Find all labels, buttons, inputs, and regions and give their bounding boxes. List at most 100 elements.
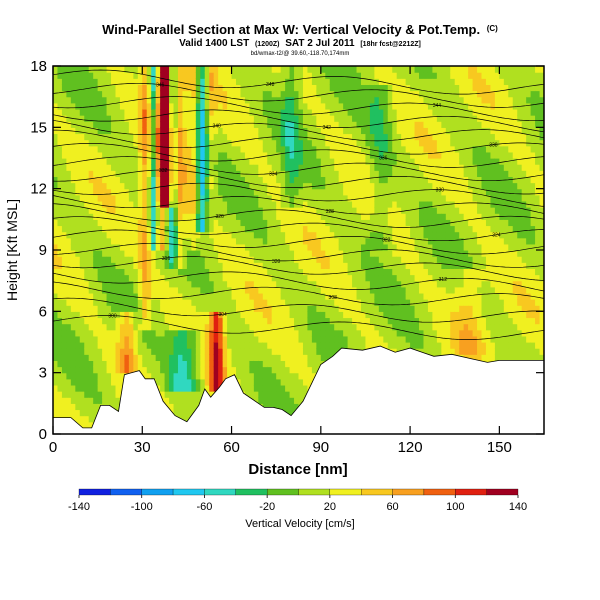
velocity-cell [66,72,72,79]
velocity-cell [106,176,112,184]
velocity-cell [347,72,353,79]
velocity-cell [387,127,393,135]
velocity-cell [356,286,362,294]
velocity-cell [93,108,99,116]
velocity-cell [325,151,331,159]
velocity-cell [360,188,367,196]
velocity-cell [57,158,63,165]
velocity-cell [142,323,148,331]
velocity-cell [160,78,166,85]
velocity-cell [383,231,389,239]
velocity-cell [102,384,108,392]
velocity-cell [271,366,277,374]
velocity-cell [142,182,148,190]
velocity-cell [102,311,108,319]
velocity-cell [128,182,134,190]
velocity-cell [289,360,295,368]
velocity-cell [133,158,139,165]
velocity-cell [253,372,259,380]
velocity-cell [302,299,309,306]
velocity-cell [61,133,67,141]
velocity-cell [204,335,210,343]
velocity-cell [347,231,353,239]
velocity-cell [387,335,393,343]
velocity-cell [142,329,148,337]
velocity-cell [325,286,331,294]
velocity-cell [365,299,371,306]
velocity-cell [169,372,175,380]
velocity-cell [209,268,215,276]
velocity-cell [195,219,201,227]
velocity-cell [378,256,384,263]
velocity-cell [360,66,367,73]
velocity-cell [267,391,273,398]
velocity-cell [209,102,215,110]
velocity-cell [267,213,273,220]
velocity-cell [369,121,375,128]
velocity-cell [249,378,255,386]
velocity-cell [414,102,420,110]
velocity-cell [369,256,375,263]
velocity-cell [414,317,420,325]
velocity-cell [155,139,161,147]
velocity-cell [133,268,139,276]
velocity-cell [195,274,201,282]
velocity-cell [231,342,237,349]
velocity-cell [383,164,389,171]
velocity-cell [115,182,121,190]
velocity-cell [365,133,371,141]
velocity-cell [173,323,179,331]
velocity-cell [151,78,157,85]
velocity-cell [142,96,148,104]
velocity-cell [160,243,166,251]
velocity-cell [236,274,242,282]
velocity-cell [244,176,250,184]
velocity-cell [106,170,112,177]
velocity-cell [289,397,295,404]
velocity-cell [106,225,112,233]
velocity-cell [356,164,362,171]
velocity-cell [410,151,416,159]
velocity-cell [177,133,184,141]
velocity-cell [61,286,67,294]
velocity-cell [383,243,389,251]
velocity-cell [249,207,255,214]
velocity-cell [218,292,224,300]
velocity-cell [218,72,224,79]
velocity-cell [369,329,375,337]
velocity-cell [61,66,67,73]
velocity-cell [57,391,63,398]
velocity-cell [182,225,188,233]
velocity-cell [329,317,335,325]
velocity-cell [410,243,416,251]
velocity-cell [244,182,250,190]
velocity-cell [97,170,103,177]
velocity-cell [253,348,259,355]
velocity-cell [244,280,250,288]
velocity-cell [316,250,322,257]
velocity-cell [128,342,134,349]
velocity-cell [213,176,219,184]
velocity-cell [383,207,389,214]
velocity-cell [115,329,121,337]
velocity-cell [75,409,81,417]
velocity-cell [160,268,166,276]
velocity-cell [396,231,402,239]
velocity-cell [307,354,313,361]
velocity-cell [66,188,72,196]
velocity-cell [124,262,130,269]
velocity-cell [316,72,322,79]
velocity-cell [365,164,371,171]
velocity-cell [70,170,76,177]
velocity-cell [169,323,175,331]
velocity-cell [93,139,99,147]
velocity-cell [249,72,255,79]
velocity-cell [289,121,295,128]
velocity-cell [401,133,407,141]
velocity-cell [329,250,335,257]
velocity-cell [53,207,59,214]
velocity-cell [401,78,407,85]
velocity-cell [186,299,192,306]
velocity-cell [133,200,139,208]
velocity-cell [374,207,380,214]
